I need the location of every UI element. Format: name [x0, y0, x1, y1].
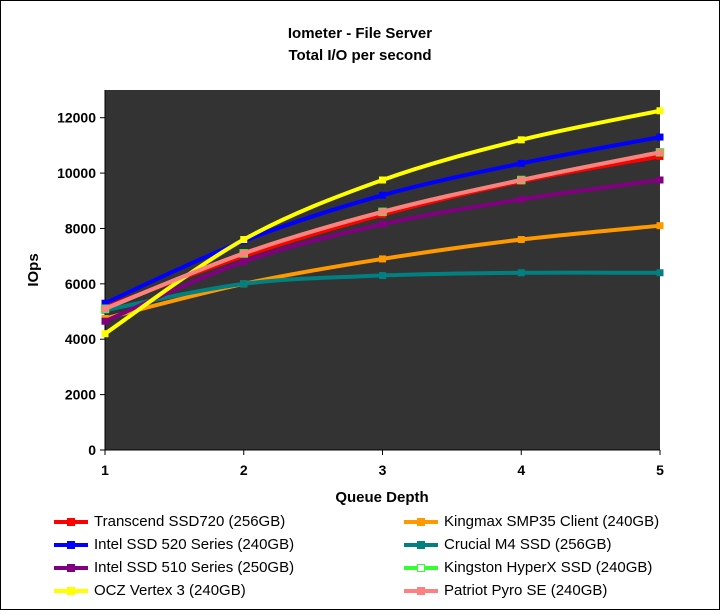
- series-8: [101, 148, 664, 313]
- legend-swatch: [54, 585, 88, 597]
- legend-item: Intel SSD 520 Series (240GB): [54, 533, 404, 556]
- legend-item: Kingmax SMP35 Client (240GB): [404, 510, 714, 533]
- data-point: [656, 222, 664, 230]
- legend-item: Patriot Pyro SE (240GB): [404, 579, 714, 602]
- data-point: [379, 208, 386, 216]
- y-tick-label: 10000: [57, 165, 96, 181]
- legend-label: Crucial M4 SSD (256GB): [444, 536, 612, 553]
- data-point: [240, 249, 248, 257]
- x-tick-label: 4: [517, 462, 525, 478]
- data-point: [379, 272, 386, 280]
- y-tick-label: 6000: [65, 276, 96, 292]
- data-point: [240, 258, 248, 266]
- chart-legend: Transcend SSD720 (256GB) Kingmax SMP35 Cl…: [54, 510, 714, 606]
- legend-swatch: [404, 562, 438, 574]
- legend-label: Intel SSD 520 Series (240GB): [94, 536, 295, 553]
- data-point: [240, 280, 248, 288]
- legend-swatch: [404, 516, 438, 528]
- legend-swatch: [54, 562, 88, 574]
- legend-swatch: [404, 539, 438, 551]
- chart-title: Iometer - File Server: [288, 25, 432, 42]
- data-point: [379, 220, 386, 228]
- data-point: [656, 107, 664, 115]
- legend-item: Kingston HyperX SSD (240GB): [404, 556, 714, 579]
- data-point: [379, 255, 386, 263]
- series-layer: [100, 107, 665, 338]
- legend-item: Crucial M4 SSD (256GB): [404, 533, 714, 556]
- x-axis: 1 2 3 4 5: [101, 449, 664, 478]
- data-point: [517, 176, 525, 184]
- y-tick-label: 0: [88, 442, 96, 458]
- legend-label: Intel SSD 510 Series (250GB): [94, 559, 295, 576]
- data-point: [101, 330, 109, 338]
- y-axis: 0 2000 4000 6000 8000 10000 12000: [57, 90, 106, 458]
- y-tick-label: 2000: [65, 387, 96, 403]
- data-point: [656, 176, 664, 184]
- legend-item: Transcend SSD720 (256GB): [54, 510, 404, 533]
- legend-label: OCZ Vertex 3 (240GB): [94, 582, 246, 599]
- legend-swatch: [404, 585, 438, 597]
- y-tick-label: 4000: [65, 331, 96, 347]
- legend-swatch: [54, 539, 88, 551]
- data-point: [656, 133, 664, 141]
- y-axis-title: IOps: [25, 253, 42, 286]
- data-point: [517, 159, 525, 167]
- x-tick-label: 3: [379, 462, 387, 478]
- x-tick-label: 1: [101, 462, 109, 478]
- plot-area: [105, 90, 660, 450]
- data-point: [101, 305, 109, 313]
- chart-subtitle: Total I/O per second: [288, 47, 431, 64]
- data-point: [656, 148, 664, 156]
- x-axis-title: Queue Depth: [335, 489, 428, 506]
- legend-swatch: [54, 516, 88, 528]
- data-point: [517, 136, 525, 144]
- legend-label: Kingmax SMP35 Client (240GB): [444, 513, 660, 530]
- y-tick-label: 8000: [65, 220, 96, 236]
- data-point: [101, 299, 109, 307]
- data-point: [240, 236, 248, 244]
- series-5: [101, 176, 664, 325]
- legend-item: Intel SSD 510 Series (250GB): [54, 556, 404, 579]
- data-point: [517, 236, 525, 244]
- data-point: [101, 317, 109, 325]
- data-point: [517, 195, 525, 203]
- data-point: [517, 269, 525, 277]
- legend-label: Transcend SSD720 (256GB): [94, 513, 286, 530]
- x-tick-label: 5: [656, 462, 664, 478]
- x-tick-label: 2: [240, 462, 248, 478]
- legend-label: Patriot Pyro SE (240GB): [444, 582, 608, 599]
- data-point: [379, 191, 386, 199]
- legend-item: OCZ Vertex 3 (240GB): [54, 579, 404, 602]
- data-point: [379, 176, 386, 184]
- legend-label: Kingston HyperX SSD (240GB): [444, 559, 653, 576]
- y-tick-label: 12000: [57, 110, 96, 126]
- data-point: [656, 269, 664, 277]
